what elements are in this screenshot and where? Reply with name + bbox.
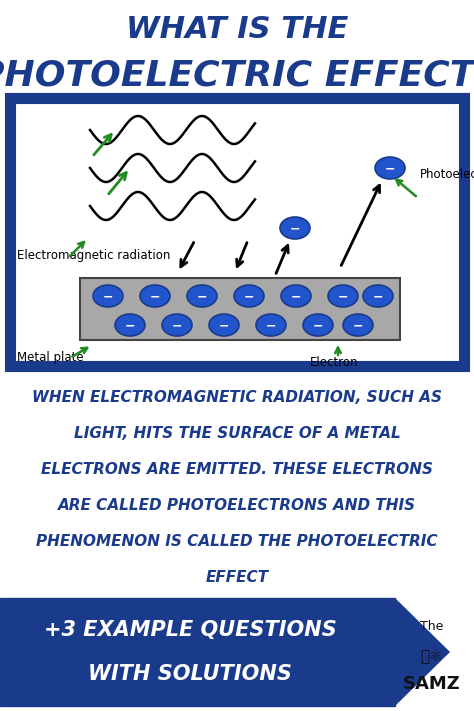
Bar bbox=[0, 598, 395, 706]
Ellipse shape bbox=[328, 285, 358, 307]
Text: PHOTOELECTRIC EFFECT?: PHOTOELECTRIC EFFECT? bbox=[0, 58, 474, 92]
Text: ELECTRONS ARE EMITTED. THESE ELECTRONS: ELECTRONS ARE EMITTED. THESE ELECTRONS bbox=[41, 462, 433, 478]
Text: Photoelectron: Photoelectron bbox=[420, 169, 474, 181]
Text: EFFECT: EFFECT bbox=[205, 570, 269, 585]
Ellipse shape bbox=[162, 314, 192, 336]
Text: −: − bbox=[125, 319, 135, 333]
Text: −: − bbox=[353, 319, 363, 333]
Text: −: − bbox=[103, 291, 113, 304]
Ellipse shape bbox=[187, 285, 217, 307]
Text: −: − bbox=[150, 291, 160, 304]
Ellipse shape bbox=[375, 157, 405, 179]
Ellipse shape bbox=[140, 285, 170, 307]
Ellipse shape bbox=[343, 314, 373, 336]
Text: −: − bbox=[338, 291, 348, 304]
Text: −: − bbox=[219, 319, 229, 333]
Ellipse shape bbox=[209, 314, 239, 336]
Text: −: − bbox=[266, 319, 276, 333]
Text: Electromagnetic radiation: Electromagnetic radiation bbox=[17, 249, 170, 262]
Text: −: − bbox=[291, 291, 301, 304]
Ellipse shape bbox=[234, 285, 264, 307]
Ellipse shape bbox=[280, 217, 310, 239]
Text: WHEN ELECTROMAGNETIC RADIATION, SUCH AS: WHEN ELECTROMAGNETIC RADIATION, SUCH AS bbox=[32, 390, 442, 405]
Text: −: − bbox=[290, 223, 300, 235]
Text: ARE CALLED PHOTOELECTRONS AND THIS: ARE CALLED PHOTOELECTRONS AND THIS bbox=[58, 498, 416, 513]
Text: LIGHT, HITS THE SURFACE OF A METAL: LIGHT, HITS THE SURFACE OF A METAL bbox=[73, 427, 401, 442]
Ellipse shape bbox=[256, 314, 286, 336]
Bar bbox=[10, 98, 464, 366]
Text: SAMZ: SAMZ bbox=[403, 675, 461, 693]
Text: 🧪⚛: 🧪⚛ bbox=[420, 648, 443, 663]
Bar bbox=[80, 278, 400, 340]
Ellipse shape bbox=[363, 285, 393, 307]
Ellipse shape bbox=[93, 285, 123, 307]
Text: PHENOMENON IS CALLED THE PHOTOELECTRIC: PHENOMENON IS CALLED THE PHOTOELECTRIC bbox=[36, 535, 438, 550]
Text: −: − bbox=[313, 319, 323, 333]
Text: −: − bbox=[197, 291, 207, 304]
Text: The: The bbox=[420, 619, 444, 633]
Text: Metal plate: Metal plate bbox=[17, 351, 83, 365]
Text: −: − bbox=[373, 291, 383, 304]
Text: −: − bbox=[244, 291, 254, 304]
Text: +3 EXAMPLE QUESTIONS: +3 EXAMPLE QUESTIONS bbox=[44, 620, 337, 640]
Text: WITH SOLUTIONS: WITH SOLUTIONS bbox=[88, 664, 292, 684]
Text: −: − bbox=[172, 319, 182, 333]
Text: WHAT IS THE: WHAT IS THE bbox=[126, 16, 348, 45]
Text: −: − bbox=[385, 163, 395, 176]
Ellipse shape bbox=[281, 285, 311, 307]
Ellipse shape bbox=[115, 314, 145, 336]
Ellipse shape bbox=[303, 314, 333, 336]
Text: Electron: Electron bbox=[310, 356, 358, 368]
Polygon shape bbox=[395, 598, 450, 706]
